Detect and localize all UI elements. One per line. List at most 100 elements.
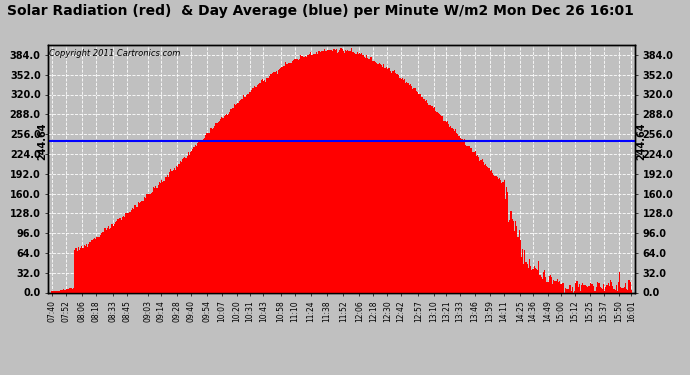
Bar [317,54,318,292]
Bar [290,63,292,292]
Bar [131,210,132,292]
Bar [182,159,183,292]
Bar [591,284,593,292]
Bar [337,53,338,292]
Bar [277,74,278,292]
Text: Copyright 2011 Cartronics.com: Copyright 2011 Cartronics.com [50,49,181,58]
Bar [492,173,493,292]
Bar [315,54,316,292]
Bar [434,107,435,292]
Bar [493,175,494,292]
Bar [547,282,549,292]
Bar [441,116,442,292]
Bar [73,288,75,292]
Bar [257,86,258,292]
Bar [68,288,70,292]
Bar [462,140,463,292]
Bar [463,141,464,292]
Bar [107,228,108,292]
Bar [540,276,542,292]
Bar [94,238,95,292]
Bar [208,133,210,292]
Bar [104,228,106,292]
Bar [308,55,309,292]
Bar [601,288,602,292]
Bar [102,232,103,292]
Bar [367,58,368,292]
Bar [567,290,569,292]
Bar [164,177,166,292]
Bar [353,53,354,292]
Bar [615,285,617,292]
Bar [542,279,543,292]
Bar [239,100,241,292]
Bar [246,95,247,292]
Bar [251,90,253,292]
Bar [70,288,71,292]
Bar [426,100,427,292]
Bar [139,203,140,292]
Bar [340,48,342,292]
Bar [144,197,145,292]
Bar [543,272,544,292]
Bar [429,105,431,292]
Bar [313,54,314,292]
Bar [362,55,364,292]
Bar [247,94,248,292]
Bar [90,240,92,292]
Bar [253,88,254,292]
Bar [255,87,256,292]
Bar [469,146,470,292]
Bar [82,248,83,292]
Bar [603,284,604,292]
Bar [218,122,219,292]
Bar [384,68,386,292]
Bar [106,230,107,292]
Bar [278,70,279,292]
Bar [470,148,471,292]
Bar [620,287,622,292]
Bar [357,54,359,292]
Bar [424,99,425,292]
Bar [383,64,384,292]
Bar [226,114,227,292]
Bar [198,142,199,292]
Bar [602,289,603,292]
Bar [333,50,335,292]
Bar [59,291,61,292]
Bar [411,86,412,292]
Bar [453,129,454,292]
Bar [365,58,366,292]
Bar [565,288,566,292]
Bar [143,201,144,292]
Bar [58,291,59,292]
Bar [129,212,130,292]
Bar [468,146,469,292]
Bar [168,177,169,292]
Bar [195,145,196,292]
Bar [507,192,508,292]
Bar [593,291,595,292]
Bar [61,290,63,292]
Bar [395,73,396,292]
Bar [87,246,88,292]
Bar [88,244,90,292]
Bar [284,66,285,292]
Bar [309,54,310,292]
Bar [389,68,390,292]
Bar [386,69,388,292]
Bar [230,109,232,292]
Bar [306,57,307,292]
Bar [451,128,453,292]
Bar [310,53,311,292]
Bar [579,284,580,292]
Bar [181,162,182,292]
Bar [210,129,211,292]
Bar [511,219,513,292]
Bar [596,287,598,292]
Bar [624,286,625,292]
Bar [109,230,110,292]
Bar [121,217,123,292]
Bar [225,115,226,292]
Bar [314,54,315,292]
